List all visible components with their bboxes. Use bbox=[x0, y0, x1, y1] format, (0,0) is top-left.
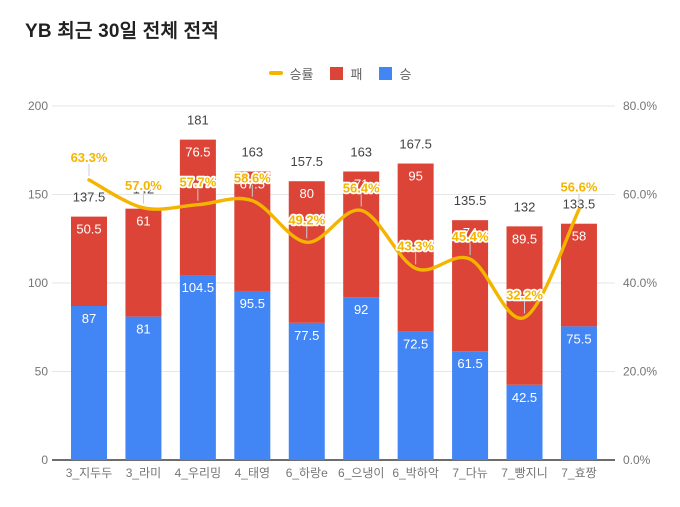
bar-segment-loss bbox=[452, 220, 489, 352]
category-label: 7_효짱 bbox=[561, 466, 596, 480]
left-axis-tick: 200 bbox=[28, 99, 48, 113]
loss-value-label: 95 bbox=[408, 169, 422, 184]
total-label: 132 bbox=[514, 199, 536, 214]
left-axis-tick: 100 bbox=[28, 276, 48, 290]
winrate-label: 63.3% bbox=[71, 150, 108, 165]
winrate-label: 32.2% bbox=[506, 288, 543, 303]
bar-segment-win bbox=[560, 326, 597, 460]
right-axis-tick: 40.0% bbox=[623, 276, 657, 290]
chart-title: YB 최근 30일 전체 전적 bbox=[25, 21, 220, 42]
loss-value-label: 89.5 bbox=[512, 231, 537, 246]
total-label: 142 bbox=[133, 182, 155, 197]
legend-swatch-win-square-icon bbox=[379, 66, 393, 80]
bar-segment-loss bbox=[397, 163, 434, 332]
win-value-label: 92 bbox=[354, 302, 368, 317]
total-label: 163 bbox=[241, 144, 263, 159]
legend-item-win-rate: 승률 bbox=[268, 64, 314, 83]
category-label: 6_으냉이 bbox=[338, 466, 384, 480]
category-label: 7_빵지니 bbox=[501, 466, 547, 480]
legend-swatch-win-rate-line-icon bbox=[268, 71, 283, 75]
right-axis-tick: 0.0% bbox=[623, 453, 651, 467]
loss-value-label: 80 bbox=[300, 186, 314, 201]
loss-value-label: 76.5 bbox=[185, 145, 210, 160]
win-value-label: 95.5 bbox=[240, 296, 265, 311]
winrate-label: 57.7% bbox=[179, 175, 216, 190]
total-label: 163 bbox=[350, 144, 372, 159]
bar-segment-loss bbox=[71, 216, 107, 307]
winrate-label: 43.3% bbox=[397, 238, 434, 253]
category-label: 4_태영 bbox=[235, 466, 270, 480]
total-label: 137.5 bbox=[73, 190, 106, 205]
winrate-label: 45.4% bbox=[452, 229, 489, 244]
category-label: 6_하랑e bbox=[286, 466, 328, 480]
left-axis-tick: 50 bbox=[35, 365, 49, 379]
bar-segment-win bbox=[343, 297, 380, 460]
legend-swatch-loss-square-icon bbox=[330, 66, 344, 80]
bar-segment-win bbox=[71, 306, 107, 460]
category-label: 6_박하악 bbox=[392, 466, 438, 480]
win-value-label: 81 bbox=[136, 322, 150, 337]
left-axis-tick: 150 bbox=[28, 188, 48, 202]
right-axis-tick: 60.0% bbox=[623, 188, 657, 202]
legend-item-win: 승 bbox=[379, 64, 411, 83]
category-label: 3_라미 bbox=[126, 466, 161, 480]
winrate-label: 49.2% bbox=[288, 212, 325, 227]
winrate-line bbox=[87, 178, 581, 320]
win-value-label: 72.5 bbox=[403, 337, 428, 352]
bar-segment-loss bbox=[343, 171, 380, 298]
winrate-label: 56.4% bbox=[343, 180, 380, 195]
legend-label-loss: 패 bbox=[350, 66, 363, 82]
category-label: 3_지두두 bbox=[66, 466, 112, 480]
loss-value-label: 61 bbox=[136, 214, 150, 229]
legend-label-win-rate: 승률 bbox=[289, 66, 314, 82]
loss-value-label: 58 bbox=[572, 229, 586, 244]
loss-value-label: 71 bbox=[354, 176, 368, 191]
win-value-label: 104.5 bbox=[182, 280, 215, 295]
category-label: 4_우리밍 bbox=[175, 466, 221, 480]
win-value-label: 87 bbox=[82, 311, 96, 326]
loss-value-label: 50.5 bbox=[76, 222, 101, 237]
win-value-label: 75.5 bbox=[566, 331, 591, 346]
bar-segment-win bbox=[179, 275, 216, 460]
bar-segment-loss bbox=[125, 208, 162, 317]
legend-item-loss: 패 bbox=[330, 64, 362, 83]
legend-label-win: 승 bbox=[399, 66, 412, 82]
winrate-label: 57.0% bbox=[125, 178, 162, 193]
winrate-label: 56.6% bbox=[561, 180, 598, 195]
loss-value-label: 67.5 bbox=[240, 176, 265, 191]
bar-segment-win bbox=[397, 331, 434, 460]
bar-segment-win bbox=[288, 322, 325, 460]
total-label: 181 bbox=[187, 113, 209, 128]
win-value-label: 61.5 bbox=[457, 356, 482, 371]
winrate-label: 58.6% bbox=[234, 171, 271, 186]
right-axis-tick: 20.0% bbox=[623, 365, 657, 379]
win-value-label: 42.5 bbox=[512, 390, 537, 405]
bar-segment-loss bbox=[288, 181, 325, 323]
left-axis-tick: 0 bbox=[41, 453, 48, 467]
total-label: 157.5 bbox=[290, 154, 323, 169]
chart-legend: 승률 패 승 bbox=[0, 64, 680, 82]
loss-value-label: 74 bbox=[463, 225, 477, 240]
bar-segment-win bbox=[234, 290, 271, 460]
total-label: 167.5 bbox=[399, 137, 432, 152]
total-label: 135.5 bbox=[454, 193, 487, 208]
right-axis-tick: 80.0% bbox=[623, 99, 657, 113]
win-value-label: 77.5 bbox=[294, 328, 319, 343]
bar-segment-win bbox=[506, 384, 543, 460]
bar-segment-win bbox=[125, 316, 162, 460]
bar-segment-win bbox=[452, 351, 489, 460]
category-label: 7_다뉴 bbox=[452, 466, 487, 480]
